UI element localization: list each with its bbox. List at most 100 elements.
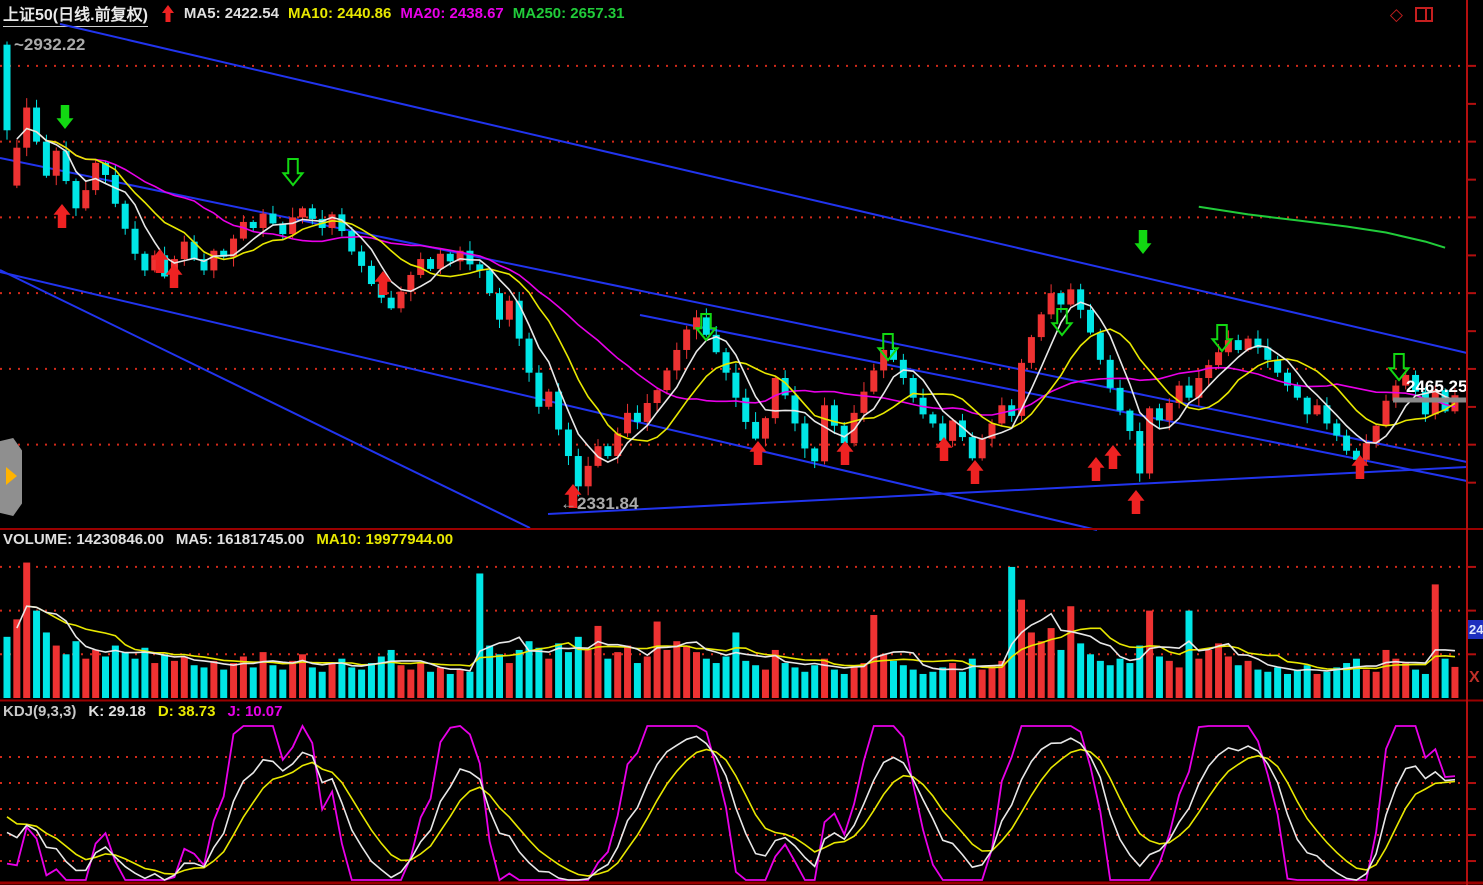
candle xyxy=(1057,293,1065,305)
volume-bar xyxy=(594,625,602,698)
trendline[interactable] xyxy=(547,466,1468,515)
volume-bar xyxy=(574,636,582,698)
candle xyxy=(239,221,247,239)
volume-bar xyxy=(880,654,888,698)
candle xyxy=(673,349,681,371)
volume-ma5-line xyxy=(16,605,1456,672)
volume-bar xyxy=(387,649,395,698)
candlestick-series xyxy=(3,41,1459,497)
window-controls: ◇ xyxy=(1390,6,1433,23)
expand-arrow-icon xyxy=(6,467,17,485)
volume-bar xyxy=(732,632,740,698)
buy-signal-arrow xyxy=(374,271,392,295)
volume-bar xyxy=(486,645,494,698)
volume-bar xyxy=(515,649,523,698)
volume-bar xyxy=(1352,658,1360,698)
volume-bar xyxy=(1234,665,1242,698)
candle xyxy=(890,349,897,360)
candle xyxy=(446,253,454,262)
candle xyxy=(308,208,316,219)
volume-bar xyxy=(722,656,730,698)
candle xyxy=(702,317,710,335)
volume-bar xyxy=(141,647,149,698)
kdj-header: KDJ(9,3,3) K: 29.18 D: 38.73 J: 10.07 xyxy=(3,703,283,720)
price-annotation: ~2932.22 xyxy=(14,35,85,54)
price-gridlines xyxy=(0,64,1465,446)
candle xyxy=(436,253,444,269)
candle xyxy=(752,421,760,439)
volume-bar xyxy=(742,660,750,698)
volume-bar xyxy=(663,649,671,698)
candle xyxy=(220,250,228,257)
volume-bar xyxy=(1165,660,1173,698)
volume-bar xyxy=(929,671,937,698)
kdj-gridlines xyxy=(0,756,1465,863)
candle xyxy=(52,150,60,176)
candle xyxy=(3,44,11,131)
candle xyxy=(1352,450,1360,460)
volume-bar xyxy=(1047,628,1055,698)
candle xyxy=(771,378,779,419)
volume-bar xyxy=(1195,658,1203,698)
candle xyxy=(456,250,464,262)
sell-signal-arrow-hollow xyxy=(281,158,305,187)
volume-bar xyxy=(712,663,720,698)
volume-bar xyxy=(1057,649,1065,698)
candle xyxy=(525,338,533,373)
candle xyxy=(515,300,523,339)
candle xyxy=(1284,372,1291,386)
instrument-title[interactable]: 上证50(日线.前复权) xyxy=(3,1,148,27)
volume-bar xyxy=(890,660,897,698)
buy-signal-arrow xyxy=(935,437,953,461)
volume-bar xyxy=(1402,663,1410,698)
trendline[interactable] xyxy=(639,314,1468,482)
volume-bar xyxy=(338,658,346,698)
split-window-icon[interactable] xyxy=(1415,7,1433,22)
volume-bar xyxy=(358,669,366,698)
volume-bar xyxy=(1323,671,1331,698)
trendline[interactable] xyxy=(0,269,531,529)
candle xyxy=(535,372,543,407)
trendline[interactable] xyxy=(59,23,1468,354)
volume-bar xyxy=(210,660,218,698)
candle xyxy=(830,405,838,426)
ma5-label: MA5: 2422.54 xyxy=(183,5,279,22)
candle xyxy=(712,334,720,353)
kdj-j-line xyxy=(6,724,1456,882)
volume-bar xyxy=(909,669,917,698)
trendline[interactable] xyxy=(0,157,1468,463)
candle xyxy=(899,359,907,378)
candle xyxy=(555,391,563,430)
candle xyxy=(1382,400,1390,426)
volume-bar xyxy=(761,669,769,698)
volume-bar xyxy=(752,665,760,698)
diamond-icon[interactable]: ◇ xyxy=(1389,5,1403,24)
volume-bar xyxy=(23,562,31,698)
volume-bar xyxy=(1441,658,1449,698)
volume-bar xyxy=(328,663,336,698)
buy-signal-arrow xyxy=(836,441,854,465)
sell-signal-arrow-hollow xyxy=(1210,324,1234,353)
side-panel-handle[interactable] xyxy=(0,438,22,516)
candle xyxy=(1018,362,1026,416)
candle xyxy=(1116,387,1124,411)
sell-signal-arrow-hollow xyxy=(1050,308,1074,337)
volume-bar xyxy=(614,652,622,698)
candle xyxy=(230,238,238,257)
candle xyxy=(811,448,819,462)
candle xyxy=(121,203,129,229)
sell-signal-arrow-hollow xyxy=(876,333,900,362)
volume-bar xyxy=(102,656,109,698)
volume-bar xyxy=(72,641,80,698)
volume-bar xyxy=(545,658,553,698)
candle xyxy=(42,141,50,176)
candle xyxy=(1224,340,1232,353)
buy-signal-arrow xyxy=(151,249,169,273)
volume-bar xyxy=(1136,645,1144,698)
volume-bar xyxy=(170,660,178,698)
candle xyxy=(200,259,208,271)
volume-scale-badge: 24 xyxy=(1468,620,1483,639)
volume-bar xyxy=(1205,649,1213,698)
candle xyxy=(732,372,740,398)
